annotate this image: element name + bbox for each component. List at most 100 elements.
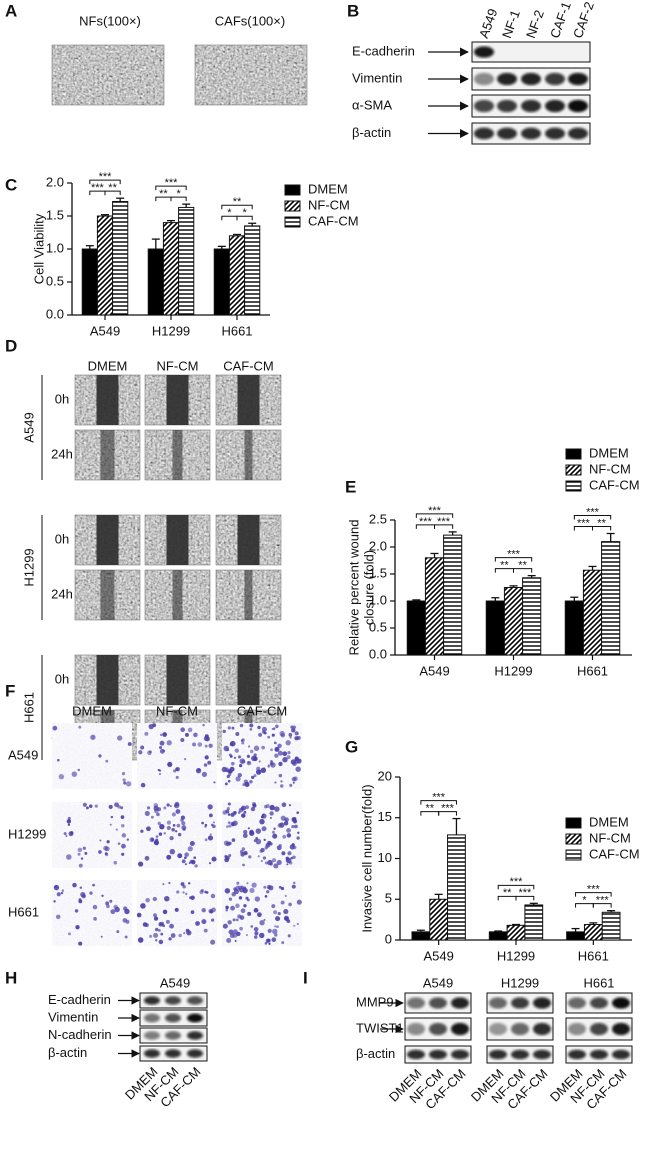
bar [524,904,544,941]
error-bar [491,597,500,601]
stain-dot [93,916,97,921]
error-bar [570,596,579,601]
stain-dot [247,745,251,748]
bar [429,898,449,941]
significance-bracket [497,884,535,890]
error-bar [233,233,241,236]
error-bar [412,599,421,601]
blot-band [511,1022,529,1036]
stain-dot [158,939,164,945]
stain-dot [178,933,182,938]
significance-bracket [236,215,253,221]
bar [506,924,526,941]
y-tick-label: 0.0 [369,646,387,661]
significance-label: *** [99,171,113,183]
error-bar [509,585,518,588]
stain-dot [242,863,245,867]
stain-dot [284,894,287,898]
stain-dot [234,748,240,753]
stain-dot [204,823,208,827]
stain-dot [169,835,174,841]
stain-dot [256,912,262,918]
stain-dot [105,901,110,906]
blot-band [407,997,425,1009]
significance-label: ** [425,802,434,814]
significance-bracket [89,179,121,185]
x-tick-label: H1299 [152,323,190,338]
stain-dot [241,738,245,742]
stain-dot [181,825,187,831]
stain-dot [169,805,172,808]
stain-dot [266,890,270,894]
legend-label: NF-CM [589,461,631,476]
stain-dot [123,781,127,785]
y-tick-label: 2.5 [369,511,387,526]
stain-dot [52,725,58,731]
stain-dot [208,743,213,748]
stain-dot [222,810,227,815]
significance-label: *** [518,887,532,899]
stain-dot [127,742,132,747]
blot-band [187,1049,203,1058]
stain-dot [110,909,116,915]
stain-dot [138,861,144,867]
stain-dot [254,896,261,902]
stain-dot [153,916,159,921]
stain-dot [269,842,273,846]
stain-dot [171,812,176,817]
stain-dot [155,835,159,838]
stain-dot [273,827,276,830]
stain-dot [177,853,183,859]
stain-dot [260,847,265,853]
stain-dot [109,899,113,903]
significance-label: *** [586,506,600,518]
stain-dot [263,838,266,841]
stain-dot [227,726,231,730]
panel-label: I [303,968,308,987]
stain-dot [289,783,293,787]
stain-dot [180,727,186,733]
stain-dot [213,781,216,784]
blot-band [429,997,447,1009]
significance-label: *** [432,791,446,803]
stain-dot [231,838,236,842]
bar [447,834,466,941]
stain-dot [241,741,245,745]
stain-dot [259,920,265,926]
stain-dot [254,931,259,936]
stain-dot [71,771,78,777]
wound-gap [166,655,189,705]
wound-gap [172,430,183,480]
stain-dot [245,933,248,937]
stain-dot [235,731,240,736]
y-axis-label: closure (fold) [361,550,376,625]
stain-dot [201,771,208,777]
stain-dot [124,908,130,915]
bar [213,248,230,316]
stain-dot [172,823,176,827]
stain-dot [257,725,261,730]
stain-dot [267,764,270,767]
blot-band [511,1049,529,1060]
significance-label: *** [91,182,105,194]
stain-dot [249,829,254,835]
stain-dot [240,908,246,914]
stain-dot [187,727,193,733]
stain-dot [180,737,185,742]
stain-dot [256,766,261,771]
stain-dot [158,746,163,750]
stain-dot [261,826,267,832]
significance-bracket [575,892,612,897]
invasion-image [52,880,132,946]
stain-dot [264,861,268,865]
stain-dot [278,761,283,767]
stain-dot [226,937,232,943]
stain-dot [204,838,208,842]
wound-gap [166,515,189,565]
stain-dot [265,938,271,943]
significance-label: ** [108,182,117,194]
stain-dot [280,733,286,738]
stain-dot [224,782,228,786]
stain-dot [274,747,279,752]
stain-dot [288,804,291,807]
